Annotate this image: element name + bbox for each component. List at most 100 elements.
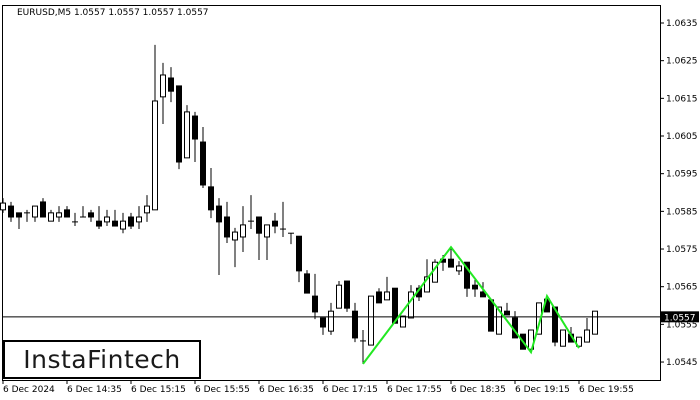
x-axis: 6 Dec 2024 6 Dec 14:35 6 Dec 15:15 6 Dec 15… xyxy=(2,380,634,395)
y-tick-label: 1.0575 xyxy=(666,245,698,255)
candle xyxy=(448,247,454,268)
candle-body xyxy=(256,216,262,234)
candle xyxy=(200,126,206,188)
candle-body xyxy=(384,291,390,301)
candle-body xyxy=(120,220,126,230)
candle xyxy=(120,212,126,234)
candle xyxy=(264,224,270,260)
candle-body xyxy=(312,295,318,313)
candle-body xyxy=(192,115,198,140)
candle-body xyxy=(488,299,494,332)
candle xyxy=(592,310,598,335)
y-tick-label: 1.0595 xyxy=(666,170,698,180)
candle-body xyxy=(200,141,206,186)
candle xyxy=(376,288,382,304)
candle-body xyxy=(400,315,406,328)
y-tick-label: 1.0605 xyxy=(666,132,698,142)
x-tick-label: 6 Dec 17:15 xyxy=(323,385,378,395)
candle xyxy=(344,280,350,312)
candle-body xyxy=(408,291,414,319)
candle xyxy=(104,209,110,227)
candle xyxy=(320,317,326,335)
y-tick-label: 1.0635 xyxy=(666,19,698,29)
candle xyxy=(272,212,278,234)
candle xyxy=(248,195,254,230)
candle xyxy=(152,44,158,211)
candle xyxy=(24,209,30,222)
candle xyxy=(184,105,190,159)
candle xyxy=(384,276,390,301)
candle xyxy=(296,235,302,283)
candle-body xyxy=(48,212,54,222)
candle xyxy=(240,206,246,253)
x-tick-label: 6 Dec 19:55 xyxy=(579,385,634,395)
candle xyxy=(504,302,510,316)
candle-body xyxy=(128,216,134,227)
x-tick-label: 6 Dec 14:35 xyxy=(67,385,122,395)
candle-body xyxy=(136,216,142,223)
candle xyxy=(360,330,366,364)
candle xyxy=(368,295,374,346)
candle-body xyxy=(472,284,478,290)
y-tick-label: 1.0545 xyxy=(666,358,698,368)
candle-body xyxy=(216,205,222,223)
candle-body xyxy=(96,220,102,227)
candle-body xyxy=(208,186,214,211)
candle-body xyxy=(592,310,598,335)
candle xyxy=(168,67,174,103)
candle xyxy=(584,317,590,343)
y-tick-label: 1.0615 xyxy=(666,94,698,104)
candle xyxy=(232,227,238,268)
candle xyxy=(192,111,198,163)
candle-body xyxy=(448,258,454,268)
candle xyxy=(328,302,334,335)
candle-body xyxy=(504,310,510,316)
x-tick-label: 6 Dec 17:55 xyxy=(387,385,442,395)
candle xyxy=(8,201,14,222)
candle xyxy=(336,281,342,309)
candle xyxy=(280,201,286,237)
candle xyxy=(392,287,398,324)
candle-body xyxy=(424,276,430,293)
candle xyxy=(456,261,462,276)
candle-body xyxy=(176,85,182,163)
x-tick-label: 6 Dec 2024 xyxy=(3,385,55,395)
candle xyxy=(304,270,310,294)
x-tick-label: 6 Dec 15:55 xyxy=(195,385,250,395)
candle-body xyxy=(0,202,6,211)
candle xyxy=(216,198,222,276)
candle xyxy=(64,206,70,218)
candle xyxy=(176,85,182,170)
candle-body xyxy=(304,273,310,294)
candle-body xyxy=(296,235,302,272)
candle-body xyxy=(184,111,190,159)
candle xyxy=(56,206,62,222)
candle xyxy=(352,302,358,343)
candle xyxy=(72,212,78,227)
candle-body xyxy=(480,291,486,298)
candle xyxy=(288,232,294,245)
x-tick-label: 6 Dec 19:15 xyxy=(515,385,570,395)
candle xyxy=(40,198,46,218)
candle xyxy=(136,206,142,230)
candle xyxy=(32,205,38,222)
candle-body xyxy=(320,317,326,328)
candle-body xyxy=(64,209,70,218)
y-tick-label: 1.0585 xyxy=(666,207,698,217)
current-price-tag-label: 1.0557 xyxy=(664,313,696,323)
x-tick-label: 6 Dec 16:35 xyxy=(259,385,314,395)
x-tick-label: 6 Dec 15:15 xyxy=(131,385,186,395)
y-tick-label: 1.0555 xyxy=(666,320,698,330)
candle-body xyxy=(264,224,270,238)
candle-body xyxy=(456,265,462,272)
candle-body xyxy=(344,280,350,309)
candle xyxy=(560,329,566,347)
candle-body xyxy=(392,287,398,324)
y-tick-label: 1.0565 xyxy=(666,283,698,293)
candle-body xyxy=(40,201,46,218)
candle xyxy=(160,62,166,124)
candle-body xyxy=(152,100,158,211)
x-tick-label: 6 Dec 18:35 xyxy=(451,385,506,395)
candle xyxy=(400,315,406,328)
